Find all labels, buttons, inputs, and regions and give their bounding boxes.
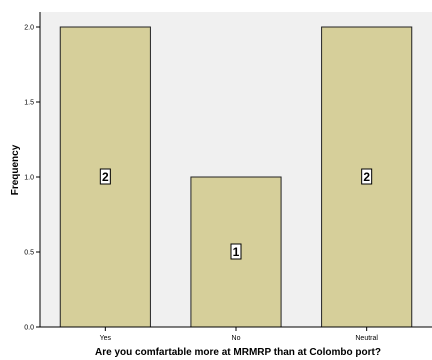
y-tick-label: 0.5 bbox=[24, 250, 34, 257]
y-tick-label: 2.0 bbox=[24, 25, 34, 32]
y-tick-label: 1.0 bbox=[24, 175, 34, 182]
data-label-box bbox=[99, 168, 111, 185]
x-axis-title: Are you comfartable more at MRMRP than a… bbox=[95, 347, 381, 358]
y-tick-label: 0.0 bbox=[24, 325, 34, 332]
data-label: 2 bbox=[363, 170, 370, 184]
data-label: 2 bbox=[102, 170, 109, 184]
data-label: 1 bbox=[233, 245, 240, 259]
data-label-group: 2 1 2 bbox=[99, 168, 373, 260]
data-label-box bbox=[361, 168, 373, 185]
x-tick-label: No bbox=[232, 335, 241, 342]
y-axis-title: Frequency bbox=[10, 144, 21, 195]
data-label-box bbox=[230, 243, 242, 260]
y-tick-label: 1.5 bbox=[24, 100, 34, 107]
y-ticks-group: 0.0 0.5 1.0 1.5 2.0 bbox=[24, 25, 40, 332]
x-tick-label: Neutral bbox=[355, 335, 378, 342]
x-ticks-group: Yes No Neutral bbox=[100, 327, 378, 342]
x-tick-label: Yes bbox=[100, 335, 112, 342]
